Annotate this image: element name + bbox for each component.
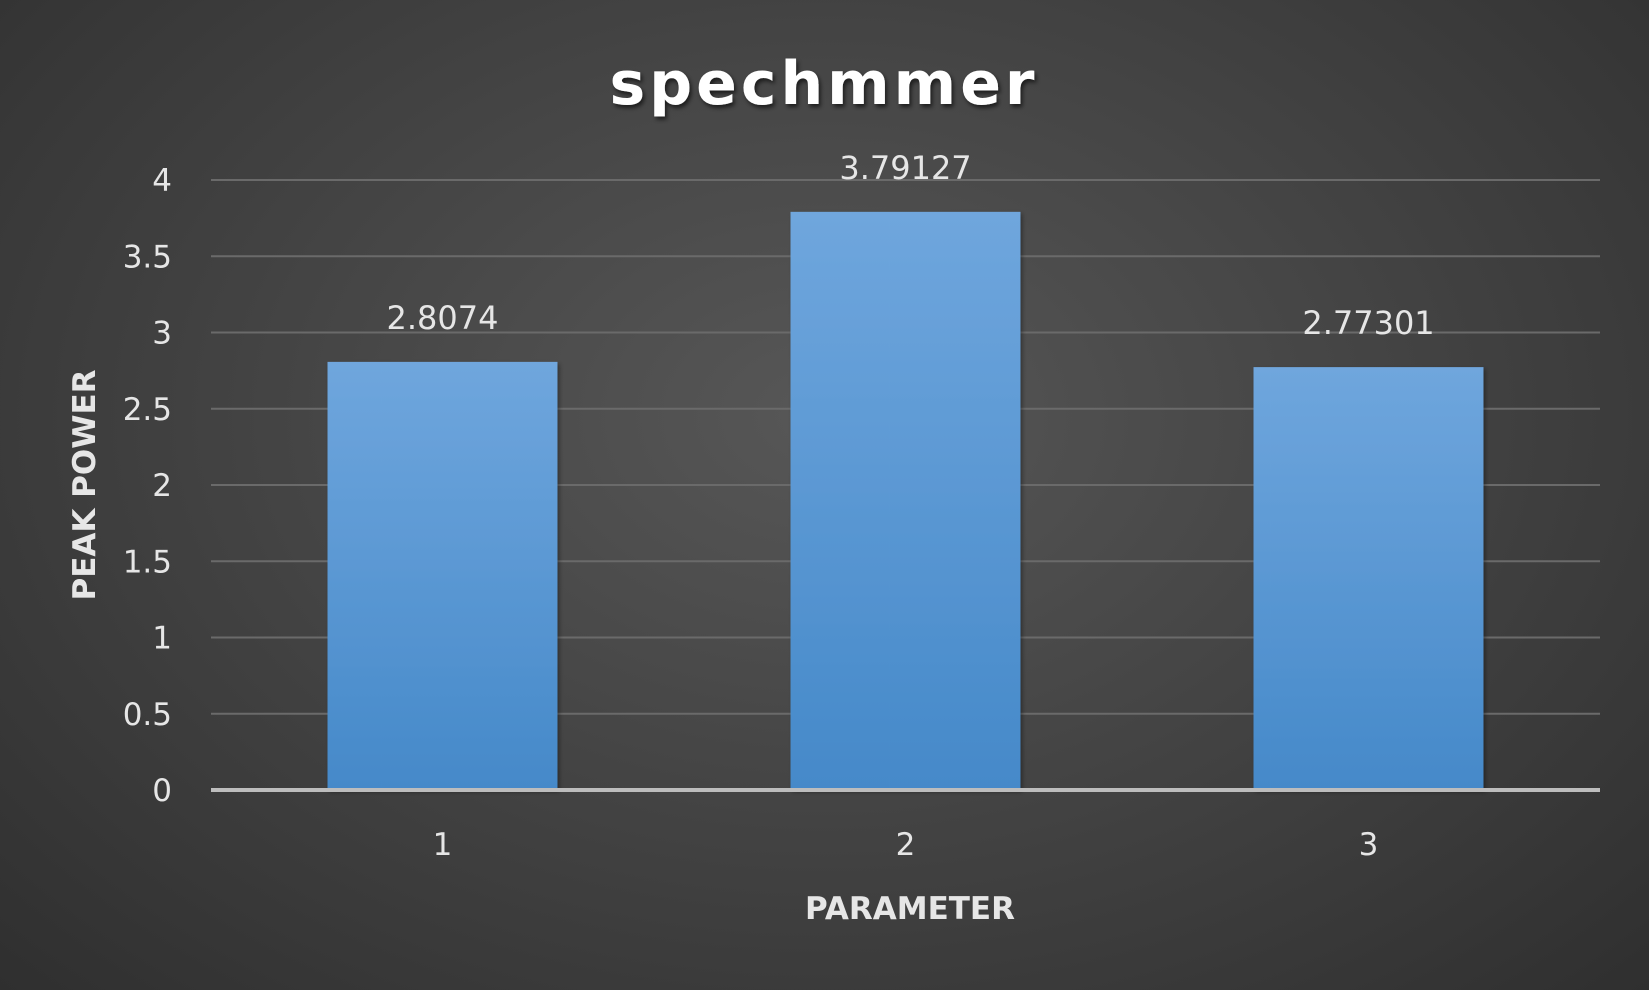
y-tick-label: 0 (152, 773, 172, 809)
data-label-1: 2.8074 (387, 299, 499, 337)
y-tick-label: 2 (152, 468, 172, 504)
y-tick-label: 1.5 (123, 544, 172, 580)
x-tick-label: 1 (433, 827, 453, 863)
bar-2 (790, 211, 1021, 791)
x-axis-title: PARAMETER (805, 891, 1015, 927)
y-tick-label: 3 (152, 316, 172, 352)
data-labels: 2.8074 3.79127 2.77301 (387, 149, 1435, 342)
y-tick-label: 4 (152, 163, 172, 199)
y-axis-title: PEAK POWER (67, 369, 103, 600)
y-tick-label: 0.5 (123, 697, 172, 733)
chart-title: spechmmer (610, 49, 1039, 119)
x-tick-label: 3 (1359, 827, 1379, 863)
x-axis-ticks: 1 2 3 (433, 827, 1379, 863)
y-tick-label: 3.5 (123, 239, 172, 275)
y-tick-label: 1 (152, 621, 172, 657)
data-label-3: 2.77301 (1302, 304, 1434, 342)
data-label-2: 3.79127 (839, 149, 971, 187)
x-tick-label: 2 (896, 827, 916, 863)
bar-3 (1253, 367, 1484, 790)
y-tick-label: 2.5 (123, 392, 172, 428)
y-axis-ticks: 0 0.5 1 1.5 2 2.5 3 3.5 4 (123, 163, 172, 809)
bars (327, 211, 1484, 791)
bar-1 (327, 361, 558, 790)
